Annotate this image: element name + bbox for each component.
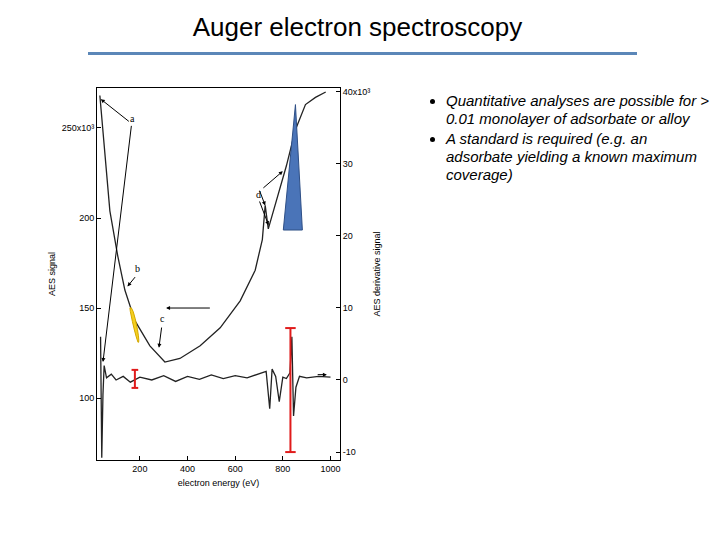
html-text:Quantitative analyses are poss: Quantitative analyses are possible for >… <box>446 92 710 127</box>
svg-text:AES signal: AES signal <box>47 252 57 296</box>
svg-text:1000: 1000 <box>320 464 340 474</box>
svg-text:-10: -10 <box>343 447 356 457</box>
svg-text:400: 400 <box>180 464 195 474</box>
svg-text:b: b <box>135 263 140 274</box>
html-text:Auger electron spectroscopy: Auger electron spectroscopy <box>192 12 523 42</box>
svg-text:600: 600 <box>228 464 243 474</box>
svg-text:200: 200 <box>79 213 94 223</box>
svg-text:10: 10 <box>343 303 353 313</box>
svg-text:20: 20 <box>343 231 353 241</box>
svg-text:0: 0 <box>343 375 348 385</box>
svg-text:40x10³: 40x10³ <box>343 87 371 97</box>
svg-text:d: d <box>256 189 261 200</box>
svg-text:800: 800 <box>275 464 290 474</box>
svg-text:250x10³: 250x10³ <box>62 123 95 133</box>
svg-text:30: 30 <box>343 159 353 169</box>
svg-text:AES derivative signal: AES derivative signal <box>372 231 382 316</box>
svg-text:150: 150 <box>79 303 94 313</box>
svg-text:100: 100 <box>79 393 94 403</box>
svg-text:a: a <box>130 113 135 124</box>
html-text:A standard is required (e.g. a: A standard is required (e.g. an adsorbat… <box>446 130 697 183</box>
svg-text:200: 200 <box>132 464 147 474</box>
svg-text:c: c <box>160 313 165 324</box>
svg-text:electron energy (eV): electron energy (eV) <box>178 478 260 488</box>
